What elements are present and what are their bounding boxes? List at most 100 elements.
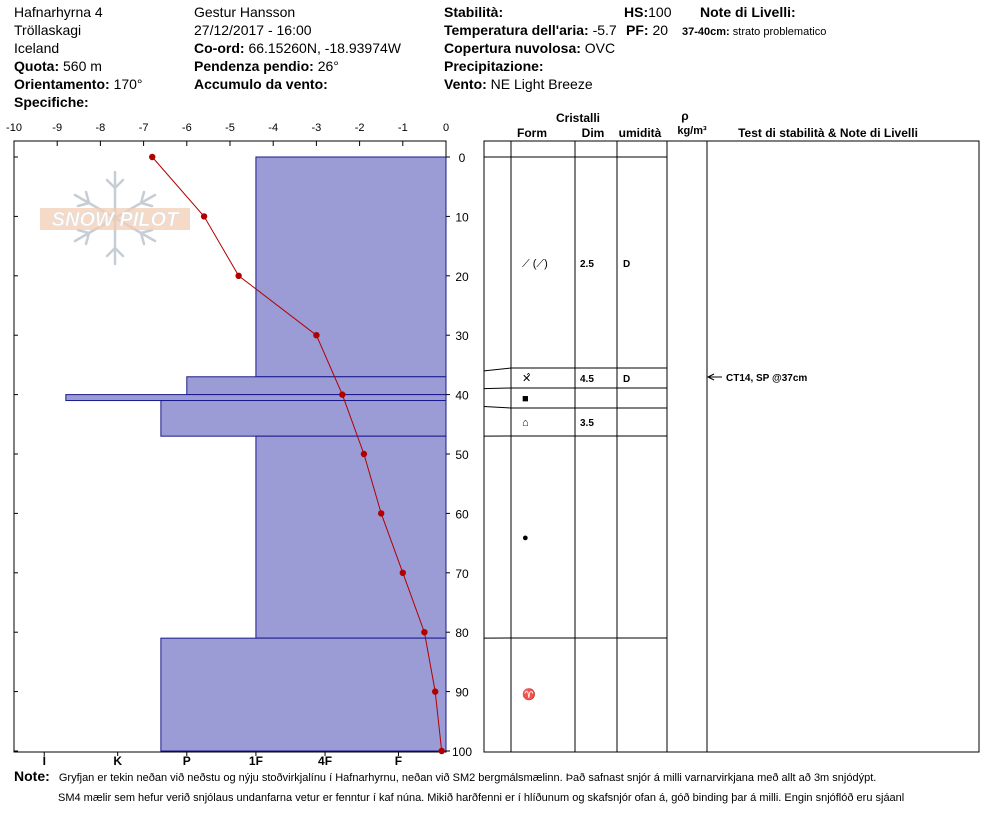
layer-connector [483,367,512,372]
temp-tick-label: -8 [96,122,106,134]
density-unit: kg/m³ [677,125,707,137]
table-rows: ✕̂ 4.5 D ■ ⌂ 3.5 ⟋ (⟋) 2.5 D ● ♈ [483,156,667,701]
depth-tick-label: 30 [455,329,469,343]
stability-test-marker: CT14, SP @37cm [706,373,807,384]
temp-tick-label: -1 [398,122,408,134]
temp-tick-label: -7 [139,122,149,134]
temperature-profile [149,153,445,755]
depth-tick-label: 80 [455,626,469,640]
datetime: 27/12/2017 - 16:00 [194,22,312,38]
test-label: CT14, SP @37cm [726,373,807,384]
elevation: Quota: 560 m [14,58,102,74]
snow-profile-chart: SNOW PILOT -10 -9 -8 -7 -6 -5 -4 -3 -2 -1 0 010203… [6,109,980,768]
crystal-form: ✕̂ [522,373,531,385]
crystal-moisture: D [623,259,630,270]
temp-tick-label: -3 [312,122,322,134]
form-header: Form [517,126,547,140]
crystal-table: Cristalli Form Dim umidità ρ kg/m³ Test … [483,109,980,753]
hardness-tick-label: F [395,754,402,768]
temperature-axis: -10 -9 -8 -7 -6 -5 -4 -3 -2 -1 0 [6,122,449,146]
crystals-header: Cristalli [556,111,600,125]
layer-notes-label: Note di Livelli: [700,4,796,20]
layer-connector [483,387,512,390]
coordinates: Co-ord: 66.15260N, -18.93974W [194,40,401,56]
aspect: Orientamento: 170° [14,76,143,92]
layer-note: 37-40cm: strato problematico [682,26,827,38]
site-name: Hafnarhyrna 4 [14,4,103,20]
hardness-bar [160,637,447,752]
crystal-form: ■ [522,393,529,405]
penetration-foot: PF: 20 [626,22,669,38]
svg-text:SNOW PILOT: SNOW PILOT [52,209,180,231]
slope: Pendenza pendio: 26° [194,58,339,74]
notes-line-1: Gryfjan er tekin neðan við neðstu og nýj… [58,772,877,784]
temp-tick-label: 0 [443,122,449,134]
temp-point [421,629,428,636]
hardness-bar [186,376,447,396]
temp-point [360,450,368,458]
temp-tick-label: -9 [52,122,62,134]
size-header: Dim [582,126,605,140]
wind-loading: Accumulo da vento: [194,76,328,92]
temp-tick-label: -2 [355,122,365,134]
hardness-bar [255,435,447,639]
hardness-tick-label: 1F [249,754,263,768]
crystal-size: 3.5 [580,418,594,429]
wind: Vento: NE Light Breeze [444,76,593,92]
temp-point [339,391,346,398]
temp-point [313,332,320,339]
temp-tick-label: -4 [268,122,278,134]
crystal-form: ● [522,532,529,544]
temp-point [438,747,445,755]
cloud-cover: Copertura nuvolosa: OVC [444,40,616,56]
specifics: Specifiche: [14,94,89,110]
crystal-size: 2.5 [580,259,594,270]
depth-tick-label: 50 [455,448,469,462]
hardness-tick-label: K [113,754,122,768]
notes: Note: Gryfjan er tekin neðan við neðstu … [14,766,994,808]
density-symbol: ρ [681,109,688,123]
depth-tick-label: 100 [452,745,472,759]
temp-tick-label: -10 [6,122,22,134]
temp-point [200,213,208,220]
temp-tick-label: -5 [225,122,235,134]
crystal-form: ⌂ [522,417,529,429]
hardness-axis: I K P 1F 4F F [43,752,402,768]
depth-tick-label: 60 [455,507,469,521]
snow-height: HS:100 [624,4,672,20]
crystal-form: ⟋ (⟋) [522,258,548,270]
depth-tick-label: 0 [459,151,466,165]
hardness-tick-label: 4F [318,754,332,768]
notes-line-2: SM4 mælir sem hefur verið snjólaus undan… [58,792,905,804]
temp-point [432,688,439,695]
crystal-size: 4.5 [580,374,594,385]
depth-tick-label: 10 [455,210,469,224]
layer-connector [483,405,512,409]
hardness-bar [255,156,447,378]
hardness-bar [160,400,447,437]
crystal-form: ♈ [522,688,536,701]
temp-point [378,510,385,517]
temp-point [399,569,406,576]
snowpilot-logo: SNOW PILOT [40,170,190,266]
air-temperature: Temperatura dell'aria: -5.7 [444,22,617,38]
notes-label: Note: [14,768,50,784]
test-arrow-head [706,373,715,381]
hardness-tick-label: I [43,754,46,768]
depth-tick-label: 70 [455,567,469,581]
hardness-bar [65,394,447,402]
crystal-moisture: D [623,374,630,385]
moisture-header: umidità [619,126,662,140]
tests-header: Test di stabilità & Note di Livelli [738,126,918,140]
precipitation: Precipitazione: [444,58,544,74]
temp-point [149,153,156,161]
temp-point [235,272,242,279]
depth-tick-label: 40 [455,389,469,403]
country: Iceland [14,40,60,56]
temp-tick-label: -6 [182,122,192,134]
depth-axis: 0 10 20 30 40 50 60 70 80 90 100 [14,151,472,759]
hardness-bars [65,156,447,752]
depth-tick-label: 90 [455,686,469,700]
depth-tick-label: 20 [455,270,469,284]
observer: Gestur Hansson [194,4,296,20]
